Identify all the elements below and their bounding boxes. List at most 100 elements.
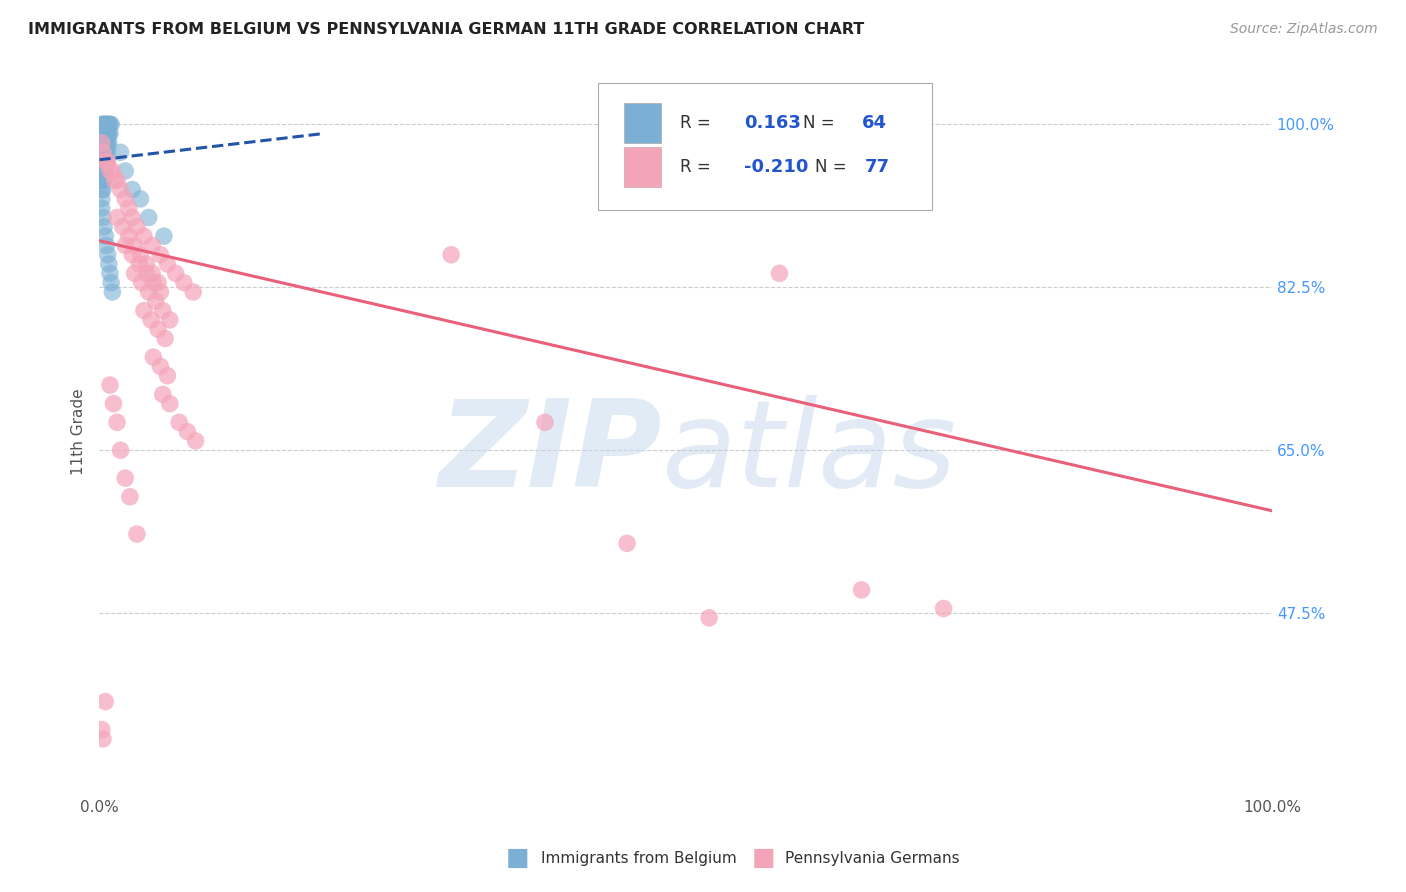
Point bbox=[105, 415, 128, 429]
Point bbox=[94, 154, 117, 169]
Point bbox=[98, 117, 121, 131]
Point bbox=[153, 229, 176, 244]
Text: R =: R = bbox=[681, 114, 710, 132]
Point bbox=[105, 173, 128, 187]
Text: 0.163: 0.163 bbox=[744, 114, 801, 132]
Point bbox=[932, 601, 955, 615]
Point bbox=[101, 164, 124, 178]
Point bbox=[97, 117, 120, 131]
Point bbox=[97, 117, 120, 131]
Point bbox=[159, 313, 181, 327]
Point bbox=[141, 266, 163, 280]
Point bbox=[118, 229, 141, 244]
Point bbox=[90, 182, 112, 196]
Point bbox=[105, 211, 128, 225]
Point bbox=[93, 154, 115, 169]
Point bbox=[616, 536, 638, 550]
Point bbox=[145, 294, 167, 309]
Point bbox=[114, 238, 136, 252]
Point bbox=[90, 127, 112, 141]
Point bbox=[165, 266, 187, 280]
Text: Immigrants from Belgium: Immigrants from Belgium bbox=[541, 851, 737, 865]
Point bbox=[97, 136, 120, 150]
Point bbox=[93, 117, 115, 131]
Point bbox=[159, 397, 181, 411]
Point bbox=[534, 415, 557, 429]
Point bbox=[156, 257, 179, 271]
Point bbox=[138, 211, 160, 225]
Point bbox=[110, 443, 132, 458]
Point bbox=[96, 238, 118, 252]
Point bbox=[697, 611, 720, 625]
Point bbox=[96, 136, 118, 150]
Point bbox=[152, 387, 174, 401]
Point bbox=[100, 276, 122, 290]
Point bbox=[103, 397, 125, 411]
Point bbox=[135, 266, 157, 280]
Point bbox=[93, 127, 115, 141]
Point bbox=[97, 154, 120, 169]
Point bbox=[176, 425, 198, 439]
Point bbox=[135, 257, 157, 271]
Text: IMMIGRANTS FROM BELGIUM VS PENNSYLVANIA GERMAN 11TH GRADE CORRELATION CHART: IMMIGRANTS FROM BELGIUM VS PENNSYLVANIA … bbox=[28, 22, 865, 37]
Point bbox=[98, 378, 121, 392]
Point bbox=[141, 238, 163, 252]
Point bbox=[93, 164, 115, 178]
Text: ZIP: ZIP bbox=[439, 395, 662, 512]
Point bbox=[98, 266, 121, 280]
Text: ■: ■ bbox=[506, 847, 530, 870]
Point bbox=[125, 219, 148, 234]
Point bbox=[111, 219, 134, 234]
Point bbox=[104, 173, 127, 187]
Text: N =: N = bbox=[814, 158, 846, 176]
Point bbox=[132, 303, 155, 318]
Point bbox=[124, 266, 146, 280]
Point bbox=[97, 257, 120, 271]
Point bbox=[440, 248, 463, 262]
Point bbox=[152, 303, 174, 318]
Point bbox=[94, 229, 117, 244]
Point bbox=[153, 331, 176, 345]
FancyBboxPatch shape bbox=[623, 146, 661, 186]
Point bbox=[93, 136, 115, 150]
Point bbox=[94, 154, 117, 169]
Text: ■: ■ bbox=[752, 847, 776, 870]
Point bbox=[118, 490, 141, 504]
Point bbox=[96, 154, 118, 169]
Point bbox=[91, 182, 114, 196]
Point bbox=[97, 127, 120, 141]
Point bbox=[125, 527, 148, 541]
Point bbox=[110, 145, 132, 160]
FancyBboxPatch shape bbox=[598, 83, 932, 211]
Point bbox=[91, 211, 114, 225]
Point bbox=[90, 154, 112, 169]
Point bbox=[149, 248, 172, 262]
Point bbox=[93, 145, 115, 160]
Point bbox=[142, 276, 165, 290]
Point bbox=[94, 127, 117, 141]
Point bbox=[98, 164, 121, 178]
Point bbox=[90, 723, 112, 737]
Text: N =: N = bbox=[803, 114, 835, 132]
Text: -0.210: -0.210 bbox=[744, 158, 808, 176]
Point bbox=[124, 238, 146, 252]
Point bbox=[139, 313, 162, 327]
Point bbox=[90, 164, 112, 178]
Point bbox=[90, 136, 112, 150]
Point bbox=[132, 229, 155, 244]
Point bbox=[91, 164, 114, 178]
Point bbox=[121, 211, 143, 225]
Point bbox=[90, 136, 112, 150]
Point bbox=[167, 415, 190, 429]
Point bbox=[184, 434, 207, 448]
Point bbox=[94, 136, 117, 150]
Y-axis label: 11th Grade: 11th Grade bbox=[72, 388, 86, 475]
Point bbox=[97, 127, 120, 141]
Point bbox=[91, 145, 114, 160]
Point bbox=[94, 117, 117, 131]
Point bbox=[93, 219, 115, 234]
Point bbox=[121, 182, 143, 196]
Point bbox=[91, 173, 114, 187]
Point bbox=[91, 145, 114, 160]
Point bbox=[97, 145, 120, 160]
